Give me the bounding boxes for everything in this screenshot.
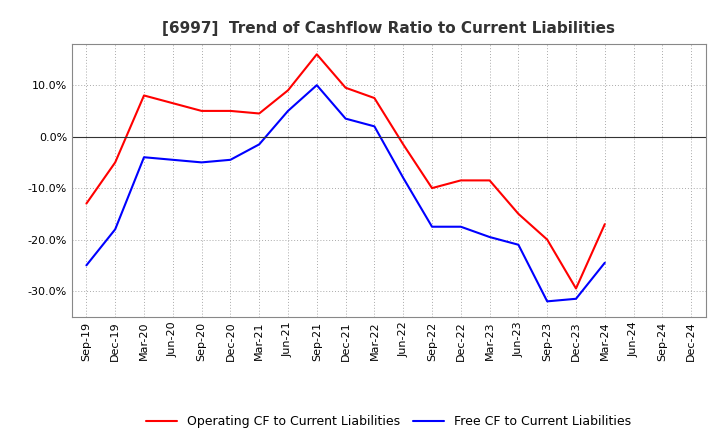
Free CF to Current Liabilities <box>226 157 235 162</box>
Free CF to Current Liabilities <box>428 224 436 229</box>
Free CF to Current Liabilities <box>140 154 148 160</box>
Operating CF to Current Liabilities <box>456 178 465 183</box>
Line: Operating CF to Current Liabilities: Operating CF to Current Liabilities <box>86 54 605 289</box>
Free CF to Current Liabilities <box>168 157 177 162</box>
Free CF to Current Liabilities <box>312 83 321 88</box>
Free CF to Current Liabilities <box>572 296 580 301</box>
Operating CF to Current Liabilities <box>284 88 292 93</box>
Title: [6997]  Trend of Cashflow Ratio to Current Liabilities: [6997] Trend of Cashflow Ratio to Curren… <box>162 21 616 36</box>
Operating CF to Current Liabilities <box>428 186 436 191</box>
Free CF to Current Liabilities <box>341 116 350 121</box>
Free CF to Current Liabilities <box>485 235 494 240</box>
Free CF to Current Liabilities <box>600 260 609 265</box>
Free CF to Current Liabilities <box>456 224 465 229</box>
Operating CF to Current Liabilities <box>82 201 91 206</box>
Operating CF to Current Liabilities <box>140 93 148 98</box>
Operating CF to Current Liabilities <box>399 142 408 147</box>
Operating CF to Current Liabilities <box>197 108 206 114</box>
Operating CF to Current Liabilities <box>600 221 609 227</box>
Free CF to Current Liabilities <box>197 160 206 165</box>
Operating CF to Current Liabilities <box>111 160 120 165</box>
Operating CF to Current Liabilities <box>255 111 264 116</box>
Legend: Operating CF to Current Liabilities, Free CF to Current Liabilities: Operating CF to Current Liabilities, Fre… <box>141 411 636 433</box>
Operating CF to Current Liabilities <box>312 51 321 57</box>
Free CF to Current Liabilities <box>543 299 552 304</box>
Free CF to Current Liabilities <box>111 227 120 232</box>
Line: Free CF to Current Liabilities: Free CF to Current Liabilities <box>86 85 605 301</box>
Free CF to Current Liabilities <box>514 242 523 247</box>
Free CF to Current Liabilities <box>255 142 264 147</box>
Operating CF to Current Liabilities <box>514 211 523 216</box>
Free CF to Current Liabilities <box>399 175 408 180</box>
Operating CF to Current Liabilities <box>168 101 177 106</box>
Operating CF to Current Liabilities <box>370 95 379 101</box>
Operating CF to Current Liabilities <box>572 286 580 291</box>
Operating CF to Current Liabilities <box>543 237 552 242</box>
Free CF to Current Liabilities <box>82 263 91 268</box>
Operating CF to Current Liabilities <box>485 178 494 183</box>
Operating CF to Current Liabilities <box>341 85 350 90</box>
Operating CF to Current Liabilities <box>226 108 235 114</box>
Free CF to Current Liabilities <box>284 108 292 114</box>
Free CF to Current Liabilities <box>370 124 379 129</box>
